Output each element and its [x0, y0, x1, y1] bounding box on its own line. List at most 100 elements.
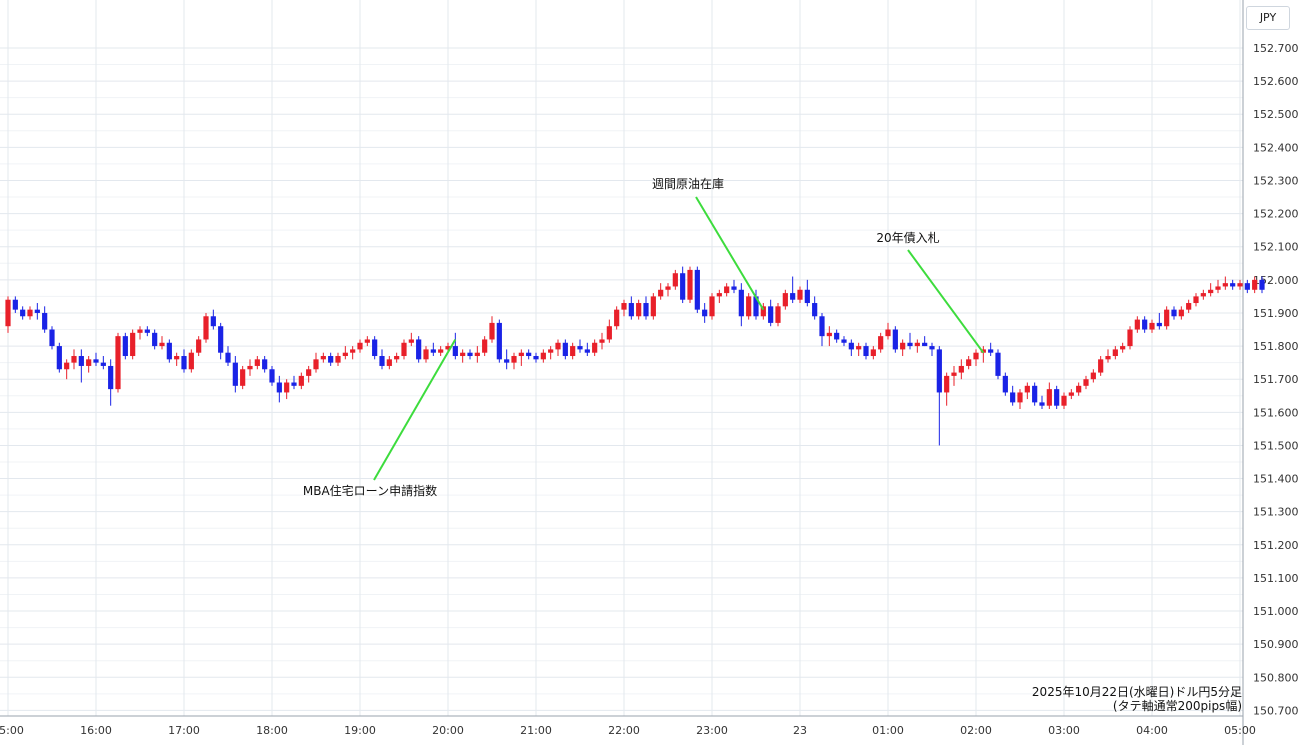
- candle: [1105, 349, 1111, 363]
- candle: [1112, 346, 1118, 360]
- candle: [1054, 385, 1060, 410]
- y-axis: 152.700 152.600 152.500 152.400 152.300 152.2…: [1253, 42, 1299, 717]
- candle: [56, 342, 62, 373]
- candle: [621, 299, 627, 317]
- candle: [1149, 319, 1155, 333]
- candle: [430, 342, 436, 357]
- candle: [276, 375, 282, 403]
- candle: [892, 326, 898, 353]
- x-tick-label: 04:00: [1136, 724, 1168, 737]
- y-tick-label: 151.100: [1253, 572, 1299, 585]
- candle-body: [64, 362, 70, 370]
- candle: [548, 346, 554, 360]
- candle-body: [284, 382, 290, 393]
- candle-body: [592, 342, 598, 353]
- candle: [1134, 316, 1140, 333]
- candle: [562, 339, 568, 360]
- y-tick-label: 151.000: [1253, 605, 1299, 618]
- candle: [570, 342, 576, 360]
- candle: [724, 283, 730, 297]
- x-tick-label: 15:00: [0, 724, 24, 737]
- candle: [885, 322, 891, 340]
- y-tick-label: 152.200: [1253, 208, 1299, 221]
- candle: [357, 339, 363, 353]
- candle: [599, 332, 605, 350]
- candle: [284, 379, 290, 400]
- candle-body: [863, 346, 869, 357]
- candle: [914, 339, 920, 353]
- candle-body: [907, 342, 913, 347]
- candle: [152, 329, 158, 350]
- candle: [71, 349, 77, 370]
- candle-body: [716, 293, 722, 297]
- candle: [1039, 395, 1045, 410]
- y-tick-label: 151.700: [1253, 373, 1299, 386]
- candle: [746, 293, 752, 320]
- candle-body: [1149, 322, 1155, 330]
- candle-body: [1164, 309, 1170, 327]
- candles: [5, 266, 1265, 446]
- candle: [577, 339, 583, 353]
- candle-body: [885, 329, 891, 337]
- candle: [298, 372, 304, 390]
- candle: [702, 303, 708, 323]
- candle-body: [1186, 303, 1192, 310]
- candle: [452, 332, 458, 360]
- candle: [100, 356, 106, 370]
- candle-body: [812, 303, 818, 317]
- candle-body: [298, 375, 304, 386]
- candle-body: [1171, 309, 1177, 317]
- candle: [790, 276, 796, 304]
- candle: [1186, 299, 1192, 313]
- candle: [1193, 293, 1199, 307]
- candle-body: [1076, 385, 1082, 393]
- candle: [870, 346, 876, 360]
- candle: [34, 303, 40, 320]
- candle-body: [1112, 349, 1118, 357]
- candle-body: [115, 336, 121, 390]
- candle-body: [276, 382, 282, 393]
- candle: [1090, 369, 1096, 383]
- candle: [650, 293, 656, 320]
- x-tick-label: 05:00: [1224, 724, 1256, 737]
- candle: [1083, 375, 1089, 390]
- candle-body: [973, 352, 979, 360]
- y-tick-label: 150.900: [1253, 638, 1299, 651]
- y-tick-label: 152.100: [1253, 241, 1299, 254]
- y-tick-label: 150.700: [1253, 704, 1299, 717]
- candle: [196, 336, 202, 357]
- candle-body: [944, 375, 950, 393]
- candle-body: [34, 309, 40, 313]
- candle: [247, 359, 253, 376]
- candle-body: [672, 273, 678, 287]
- x-axis: 15:00 16:00 17:00 18:00 19:00 20:00 21:00 22:00…: [0, 724, 1256, 737]
- annotation-label: 週間原油在庫: [652, 177, 724, 191]
- candle-body: [181, 356, 187, 370]
- candle-body: [203, 316, 209, 340]
- candle: [988, 342, 994, 357]
- candle-body: [1237, 283, 1243, 287]
- candle-body: [386, 359, 392, 366]
- candle: [540, 349, 546, 363]
- candle-body: [1098, 359, 1104, 373]
- candle: [306, 365, 312, 383]
- candle: [1002, 372, 1008, 396]
- candle-body: [1193, 296, 1199, 304]
- candle: [86, 356, 92, 373]
- y-tick-label: 151.500: [1253, 439, 1299, 452]
- candle-body: [42, 312, 48, 330]
- candle: [210, 309, 216, 330]
- candle-body: [1215, 286, 1221, 290]
- candle: [394, 352, 400, 363]
- candle: [511, 352, 517, 370]
- candle-body: [1090, 372, 1096, 380]
- candle: [1178, 306, 1184, 320]
- candle: [804, 279, 810, 307]
- candle: [320, 352, 326, 363]
- candle-body: [100, 362, 106, 366]
- candle: [1244, 279, 1250, 294]
- candle-body: [1252, 279, 1258, 290]
- candle: [335, 352, 341, 366]
- candle-body: [56, 346, 62, 370]
- candle: [1061, 392, 1067, 410]
